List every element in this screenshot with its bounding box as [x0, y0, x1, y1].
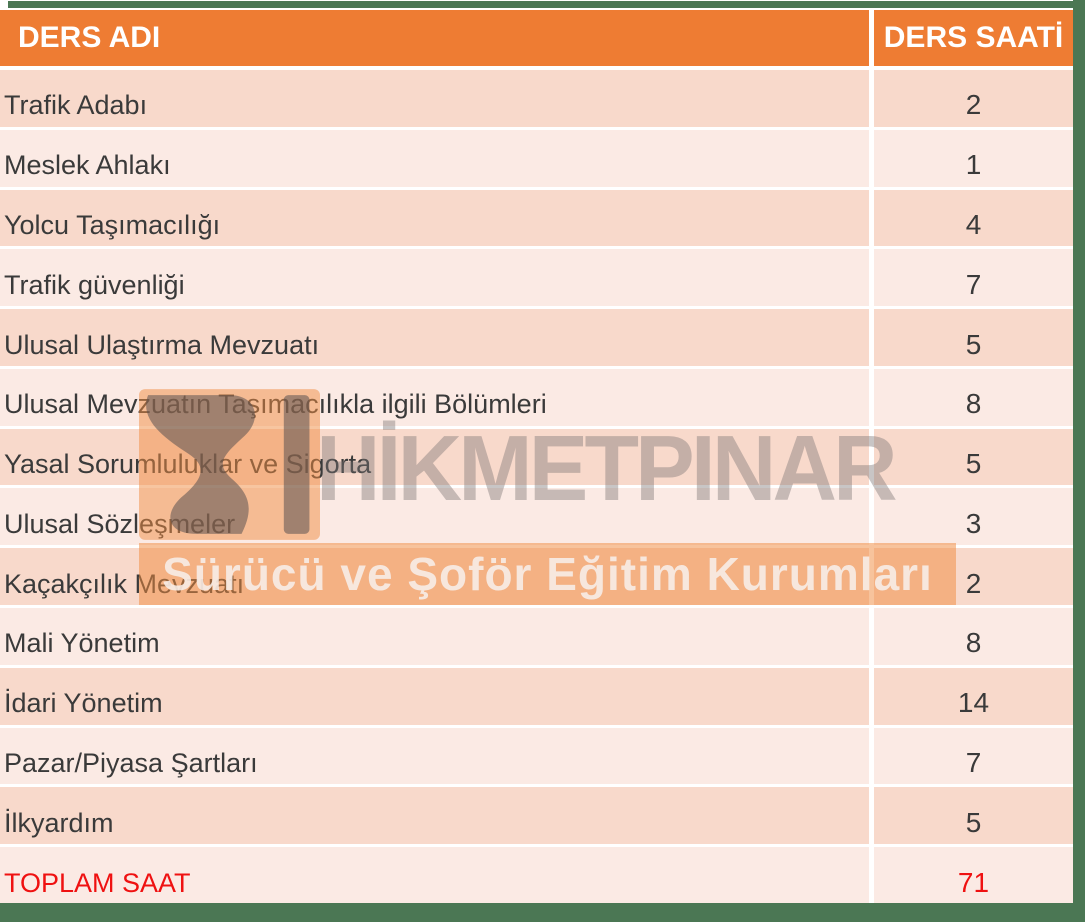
table-body: Trafik Adabı 2 Meslek Ahlakı 1 Yolcu Taş… — [0, 70, 1073, 904]
table-row: Yasal Sorumluluklar ve Sigorta 5 — [0, 428, 1073, 486]
course-hours-table: DERS ADI DERS SAATİ Trafik Adabı 2 Mesle… — [0, 10, 1073, 904]
course-hours-cell: 3 — [874, 488, 1073, 546]
table-row: Ulusal Mevzuatın Taşımacılıkla ilgili Bö… — [0, 368, 1073, 426]
column-divider — [869, 608, 874, 665]
table-row: Mali Yönetim 8 — [0, 608, 1073, 665]
table-row: Trafik Adabı 2 — [0, 70, 1073, 127]
course-hours-cell: 5 — [874, 787, 1073, 845]
course-name-cell: Pazar/Piyasa Şartları — [0, 727, 869, 785]
column-divider — [869, 727, 874, 785]
column-divider — [869, 129, 874, 187]
column-divider — [869, 309, 874, 366]
table-header-row: DERS ADI DERS SAATİ — [0, 10, 1073, 66]
course-hours-cell: 5 — [874, 428, 1073, 486]
course-hours-cell: 8 — [874, 608, 1073, 665]
course-hours-cell: 5 — [874, 309, 1073, 366]
table-row: Ulusal Ulaştırma Mevzuatı 5 — [0, 309, 1073, 366]
course-name-cell: Kaçakçılık Mevzuatı — [0, 548, 869, 606]
column-divider — [869, 428, 874, 486]
column-divider — [869, 787, 874, 845]
table-row: İdari Yönetim 14 — [0, 667, 1073, 725]
table-row: Ulusal Sözleşmeler 3 — [0, 488, 1073, 546]
header-course-hours: DERS SAATİ — [874, 10, 1073, 66]
course-hours-cell: 2 — [874, 548, 1073, 606]
course-hours-cell: 8 — [874, 368, 1073, 426]
course-hours-cell: 7 — [874, 249, 1073, 307]
course-name-cell: Trafik Adabı — [0, 70, 869, 127]
course-hours-cell: 7 — [874, 727, 1073, 785]
course-name-cell: Ulusal Ulaştırma Mevzuatı — [0, 309, 869, 366]
frame-bottom-bar — [0, 903, 1073, 922]
frame-top-bar — [8, 1, 1073, 8]
course-name-cell: TOPLAM SAAT — [0, 847, 869, 904]
course-name-cell: İdari Yönetim — [0, 667, 869, 725]
course-hours-cell: 4 — [874, 189, 1073, 247]
course-hours-cell: 71 — [874, 847, 1073, 904]
course-name-cell: Mali Yönetim — [0, 608, 869, 665]
course-name-cell: Trafik güvenliği — [0, 249, 869, 307]
course-name-cell: Meslek Ahlakı — [0, 129, 869, 187]
table-row: Trafik güvenliği 7 — [0, 249, 1073, 307]
column-divider — [869, 249, 874, 307]
table-row: Meslek Ahlakı 1 — [0, 129, 1073, 187]
course-hours-cell: 14 — [874, 667, 1073, 725]
table-row: Pazar/Piyasa Şartları 7 — [0, 727, 1073, 785]
header-course-name: DERS ADI — [0, 10, 869, 66]
column-divider — [869, 667, 874, 725]
course-name-cell: Yasal Sorumluluklar ve Sigorta — [0, 428, 869, 486]
column-divider — [869, 847, 874, 904]
table-row: İlkyardım 5 — [0, 787, 1073, 845]
frame-right-bar — [1073, 0, 1085, 922]
course-hours-cell: 1 — [874, 129, 1073, 187]
table-row: Yolcu Taşımacılığı 4 — [0, 189, 1073, 247]
column-divider — [869, 488, 874, 546]
course-name-cell: Ulusal Sözleşmeler — [0, 488, 869, 546]
course-name-cell: İlkyardım — [0, 787, 869, 845]
course-hours-cell: 2 — [874, 70, 1073, 127]
column-divider — [869, 368, 874, 426]
column-divider — [869, 70, 874, 127]
course-name-cell: Yolcu Taşımacılığı — [0, 189, 869, 247]
column-divider — [869, 189, 874, 247]
course-name-cell: Ulusal Mevzuatın Taşımacılıkla ilgili Bö… — [0, 368, 869, 426]
column-divider — [869, 10, 874, 66]
table-row: TOPLAM SAAT 71 — [0, 847, 1073, 904]
table-row: Kaçakçılık Mevzuatı 2 — [0, 548, 1073, 606]
